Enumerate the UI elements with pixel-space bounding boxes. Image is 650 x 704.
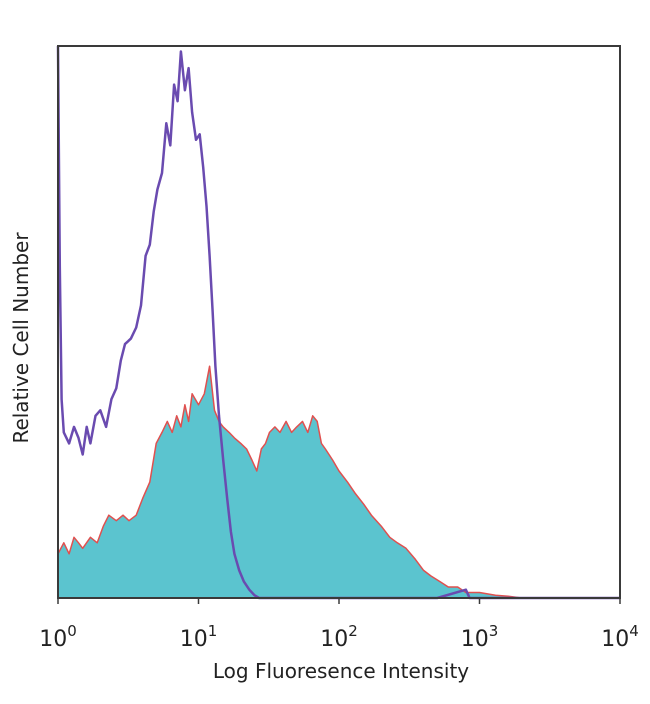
y-axis-label: Relative Cell Number (9, 232, 33, 444)
plot-area (56, 45, 620, 600)
plot-frame (57, 45, 621, 599)
filled-histogram-area (58, 366, 522, 598)
x-tick-label: 100 (39, 622, 77, 652)
line-histogram (56, 45, 620, 600)
x-tick-label: 103 (461, 622, 499, 652)
x-tick-label: 104 (601, 622, 639, 652)
x-axis-label: Log Fluoresence Intensity (213, 659, 469, 683)
filled-histogram-outline (57, 365, 522, 599)
x-tick-label: 102 (320, 622, 358, 652)
x-tick-label: 101 (180, 622, 218, 652)
x-axis-ticks: 100 101 102 103 104 (39, 598, 639, 652)
